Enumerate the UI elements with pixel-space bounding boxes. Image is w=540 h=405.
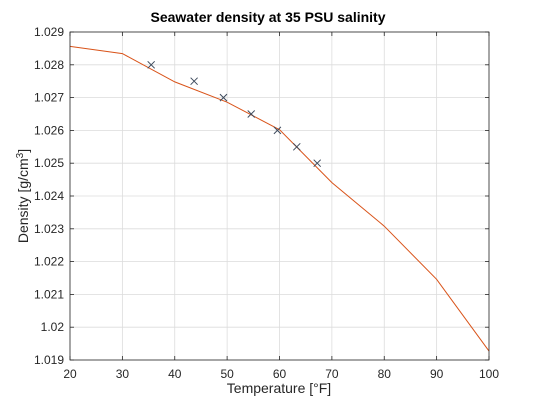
density-curve [69, 45, 490, 352]
y-tick-label: 1.022 [34, 255, 64, 269]
y-tick-label: 1.029 [34, 25, 64, 39]
y-axis-label: Density [g/cm3] [15, 149, 32, 243]
data-point-marker [273, 126, 282, 135]
y-tick-label: 1.023 [34, 222, 64, 236]
x-axis-label: Temperature [°F] [227, 380, 331, 396]
series-layer [69, 45, 490, 352]
grid [69, 31, 490, 361]
data-point-marker [190, 77, 198, 86]
x-tick-label: 80 [378, 367, 392, 381]
x-tick-label: 50 [220, 367, 234, 381]
data-point-marker [313, 159, 322, 168]
y-tick-label: 1.028 [34, 58, 64, 72]
data-point-marker [147, 60, 156, 69]
x-tick-label: 90 [430, 367, 444, 381]
y-tick-label: 1.02 [41, 320, 65, 334]
x-tick-label: 70 [325, 367, 339, 381]
chart-title: Seawater density at 35 PSU salinity [151, 9, 386, 25]
y-tick-label: 1.021 [34, 287, 64, 301]
y-tick-label: 1.025 [34, 156, 64, 170]
x-tick-label: 20 [63, 367, 77, 381]
y-axis-label-main: Density [g/cm [15, 158, 31, 243]
y-tick-label: 1.024 [34, 189, 64, 203]
y-axis-label-close: ] [15, 149, 31, 153]
x-tick-label: 40 [168, 367, 182, 381]
y-tick-label: 1.026 [34, 123, 64, 137]
y-tick-label: 1.027 [34, 91, 64, 105]
x-tick-label: 100 [479, 367, 499, 381]
data-point-marker [247, 110, 256, 118]
y-tick-label: 1.019 [34, 353, 64, 367]
data-point-marker [292, 142, 301, 151]
x-tick-label: 30 [116, 367, 130, 381]
x-tick-label: 60 [273, 367, 287, 381]
data-point-marker [219, 93, 228, 102]
ticks: 20 30 40 50 60 70 80 90 100 1.019 1.02 1.021 1.022 1.… [34, 25, 499, 381]
y-axis-label-sup: 3 [15, 152, 26, 158]
